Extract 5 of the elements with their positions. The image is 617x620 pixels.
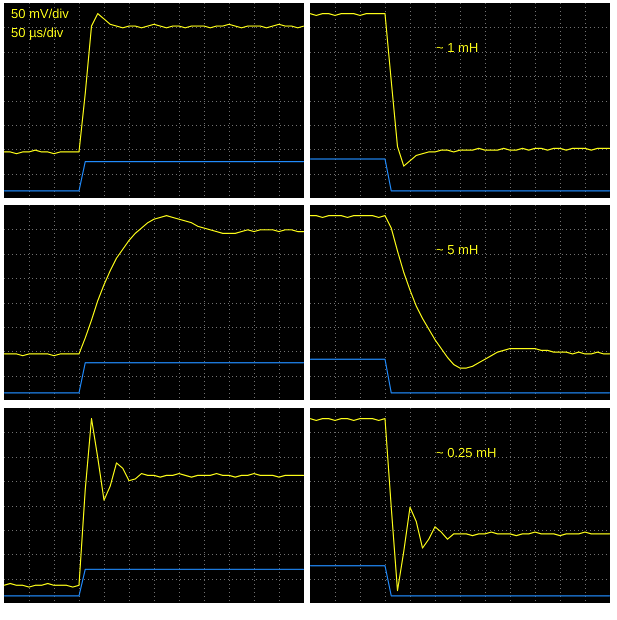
annotation: ~ 5 mH [436, 242, 478, 258]
annotation: ~ 1 mH [436, 40, 478, 56]
annotation: 50 mV/div [11, 6, 70, 22]
annotation: 50 µs/div [11, 25, 64, 40]
annotation: ~ 0.25 mH [436, 445, 496, 460]
